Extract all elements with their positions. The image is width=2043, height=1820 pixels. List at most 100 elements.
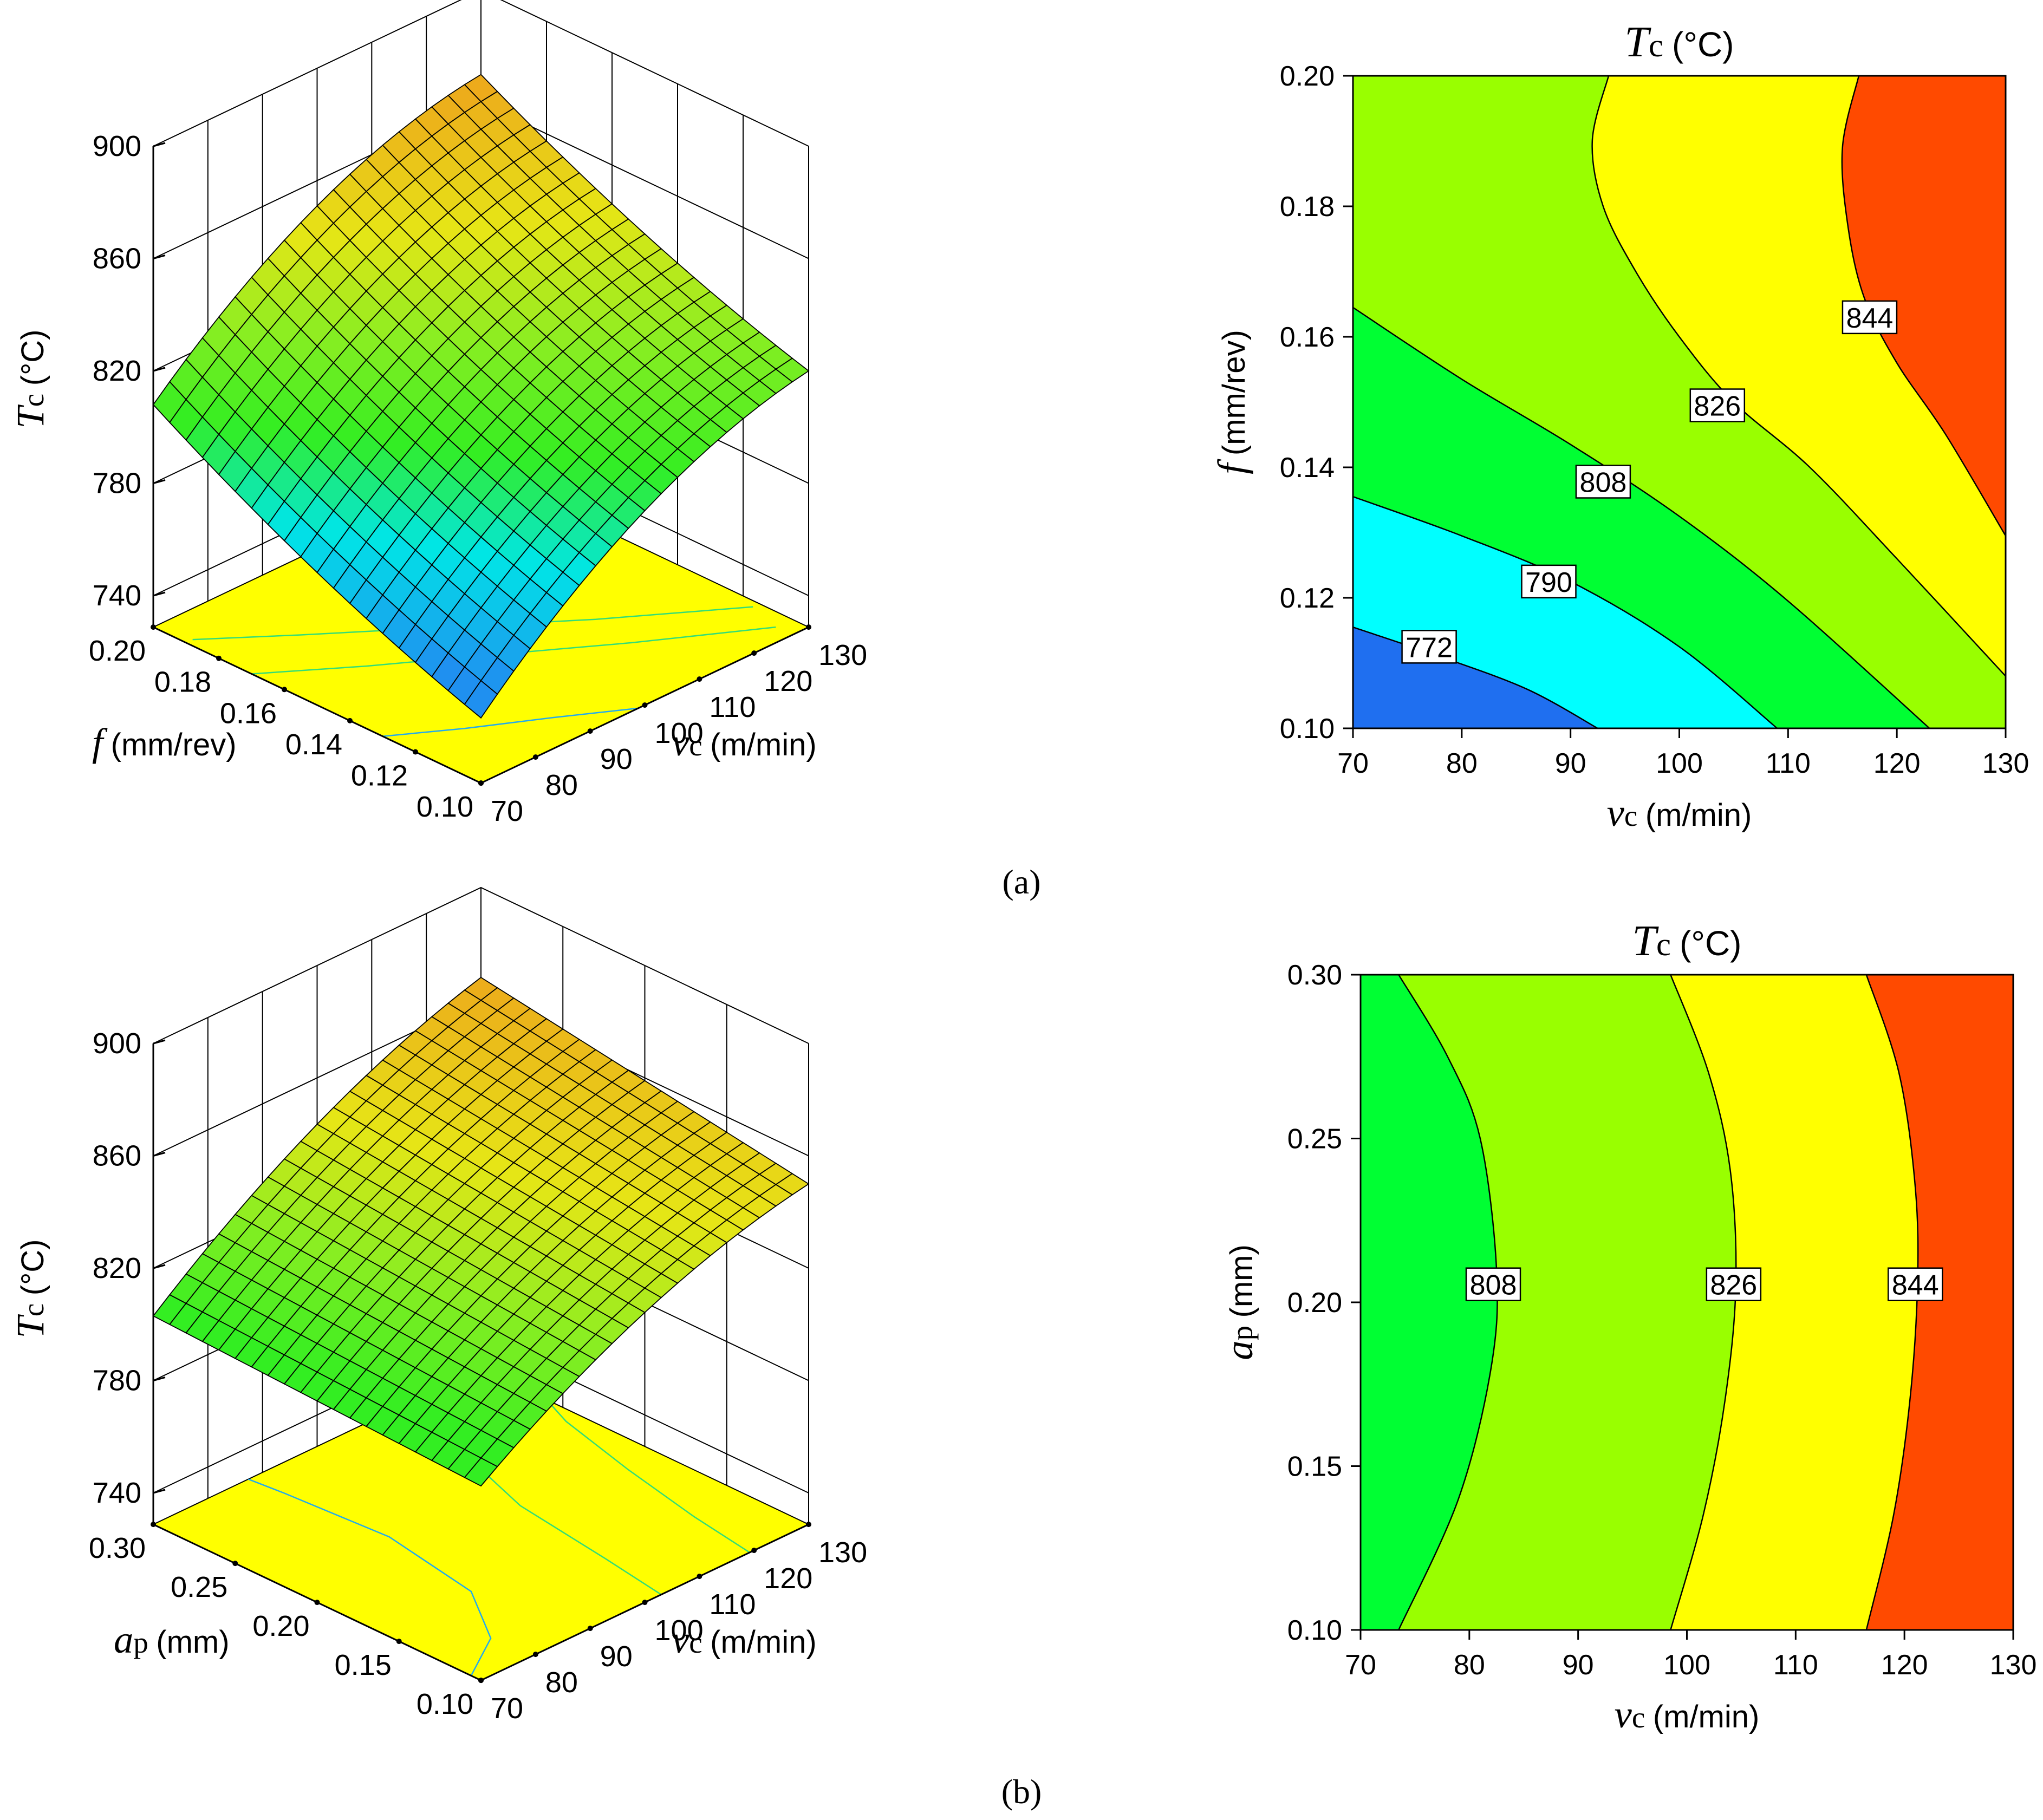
contour-labels: 772 790 808 826 844 [1401, 300, 1898, 664]
x-tick-label: 0.20 [252, 1610, 309, 1642]
contour-label: 808 [1470, 1270, 1517, 1301]
y-tick-label: 0.16 [1280, 322, 1335, 353]
x-tick-label: 70 [1345, 1649, 1376, 1681]
y-tick [587, 728, 593, 734]
contour-label-box [1521, 564, 1577, 599]
y-tick-label: 80 [545, 769, 578, 801]
y-tick-label: 0.12 [1280, 583, 1335, 614]
y-tick-label: 130 [818, 1536, 867, 1569]
contour-label-box [1575, 465, 1631, 499]
contour-title: Tc (°C) [1632, 917, 1742, 965]
y-ticks: 0.10 0.15 0.20 0.25 0.30 [1287, 960, 1361, 1646]
z-axis-label: Tc(°C) [8, 329, 52, 428]
y-tick [751, 650, 757, 656]
y-tick [478, 780, 484, 786]
contour-label-box [1465, 1267, 1521, 1301]
y-tick-label: 120 [764, 1562, 812, 1595]
surface-cell [464, 680, 498, 719]
contour-label: 844 [1892, 1270, 1939, 1301]
z-tick-label: 860 [93, 243, 141, 275]
contour-label-box [1401, 630, 1457, 664]
y-tick [532, 1652, 538, 1658]
y-tick [642, 1600, 648, 1606]
contour-label: 826 [1694, 391, 1741, 422]
contour-region-808 [1361, 975, 1498, 1630]
contour-label-box [1842, 300, 1898, 335]
contour-label: 826 [1710, 1270, 1757, 1301]
y-tick-label: 70 [491, 1692, 523, 1725]
x-tick [232, 1561, 238, 1567]
x-tick [347, 717, 353, 723]
contour-label-box [1888, 1267, 1943, 1301]
z-ticks: 740 780 820 860 900 [93, 1027, 166, 1509]
x-tick [396, 1639, 402, 1645]
z-tick [153, 142, 166, 147]
x-tick-label: 0.18 [154, 666, 211, 699]
x-tick-label: 130 [1990, 1649, 2037, 1681]
contour-line-826 [1591, 76, 2006, 677]
floor-contour [546, 1399, 750, 1553]
contour-label-box [1689, 388, 1746, 422]
z-tick-label: 740 [93, 579, 141, 612]
y-tick-label: 90 [600, 743, 633, 775]
contour-label: 772 [1406, 632, 1453, 663]
contour-label: 844 [1846, 303, 1894, 334]
z-tick-label: 780 [93, 467, 141, 500]
x-tick-label: 0.15 [335, 1649, 392, 1681]
z-tick-label: 780 [93, 1365, 141, 1397]
response-surface [152, 74, 810, 719]
contour-labels: 808 826 844 [1465, 1267, 1943, 1301]
contour-title: Tc (°C) [1625, 18, 1734, 66]
y-tick [806, 624, 811, 630]
x-tick-label: 0.25 [171, 1571, 227, 1603]
z-tick-label: 740 [93, 1477, 141, 1509]
y-tick-label: 100 [655, 717, 704, 749]
y-tick-label: 90 [600, 1640, 633, 1673]
caption-a: (a) [1002, 863, 1040, 901]
x-tick-label: 0.10 [417, 1688, 473, 1720]
y-tick [697, 1574, 702, 1580]
floor-contour [382, 707, 639, 737]
y-tick-label: 100 [655, 1614, 704, 1647]
z-tick-label: 900 [93, 1027, 141, 1060]
y-axis-label: vc (m/min) [672, 720, 817, 764]
z-tick [153, 1489, 166, 1494]
z-tick [153, 1264, 166, 1269]
z-tick [153, 1039, 166, 1045]
y-axis-label: vc (m/min) [672, 1617, 817, 1661]
surface-cell [464, 1457, 498, 1487]
x-tick-label: 120 [1881, 1649, 1928, 1681]
x-tick-label: 0.16 [220, 697, 277, 729]
x-tick-label: 80 [1454, 1649, 1485, 1681]
y-tick [642, 702, 648, 708]
x-axis-label: f (mm/rev) [92, 720, 237, 764]
x-tick-label: 120 [1873, 748, 1921, 779]
z-tick-label: 860 [93, 1140, 141, 1172]
contour-line-772 [1353, 627, 1598, 728]
x-tick-label: 0.10 [417, 791, 473, 823]
z-tick-label: 820 [93, 355, 141, 387]
y-tick-label: 0.18 [1280, 191, 1335, 223]
y-tick [532, 754, 538, 760]
y-tick [806, 1522, 811, 1528]
y-axis-label: f(mm/rev) [1209, 330, 1253, 474]
z-tick [153, 1152, 166, 1157]
x-tick-label: 130 [1982, 748, 2029, 779]
y-tick-label: 0.30 [1287, 960, 1342, 991]
x-axis-label: vc (m/min) [1615, 1692, 1760, 1736]
z-tick [153, 479, 166, 484]
y-tick [751, 1548, 757, 1554]
contour-label-box [1706, 1267, 1762, 1301]
x-tick-label: 0.20 [89, 635, 146, 667]
y-tick-label: 0.15 [1287, 1451, 1342, 1483]
y-ticks: 0.10 0.12 0.14 0.16 0.18 0.20 [1280, 61, 1353, 745]
panel-b-surface: 740 780 820 860 900 Tc(°C) 0.10 0.15 0.20 0.25 0.3… [8, 886, 867, 1725]
contour-fills [1361, 975, 2013, 1630]
x-tick-label: 90 [1563, 1649, 1594, 1681]
x-tick-label: 0.30 [89, 1532, 146, 1564]
x-tick [314, 1600, 320, 1606]
